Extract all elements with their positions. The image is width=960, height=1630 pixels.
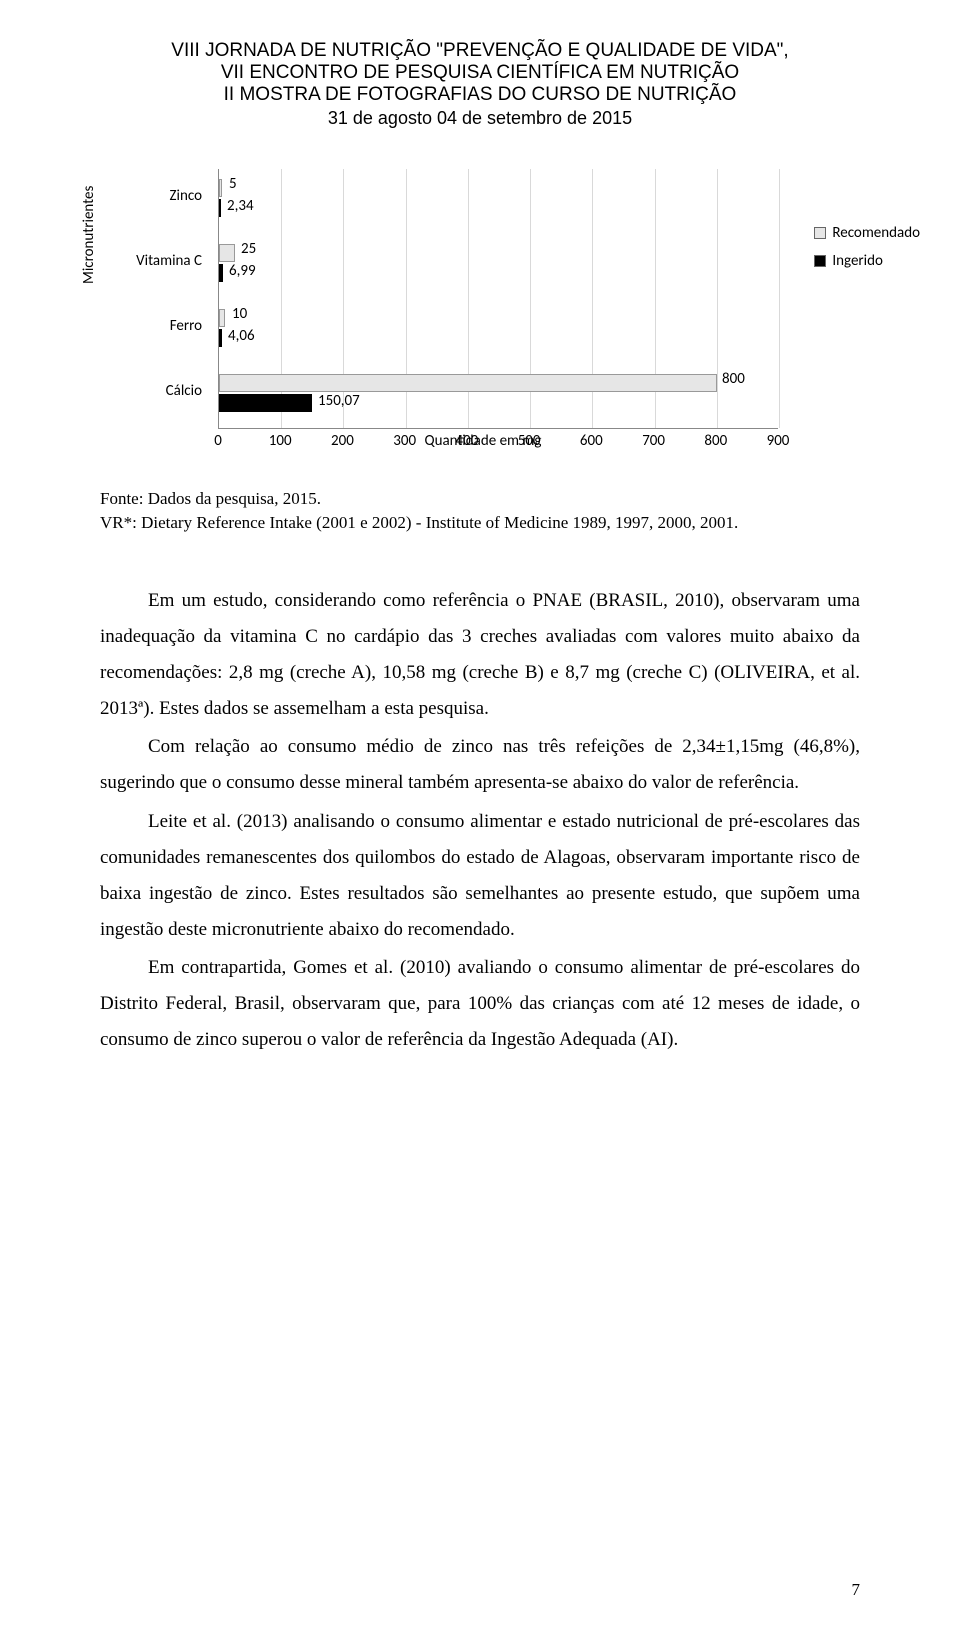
paragraph: Leite et al. (2013) analisando o consumo… [100, 804, 860, 948]
chart-source: Fonte: Dados da pesquisa, 2015. [100, 489, 860, 509]
category-label: Zinco [170, 187, 202, 205]
bar-value-label: 4,06 [228, 327, 255, 345]
bar-recomendado [219, 244, 235, 262]
chart-y-axis-label: Micronutrientes [80, 186, 98, 284]
bar-value-label: 150,07 [318, 392, 360, 410]
page-number: 7 [852, 1580, 861, 1600]
document-header: VIII JORNADA DE NUTRIÇÃO "PREVENÇÃO E QU… [100, 40, 860, 129]
paragraph: Em contrapartida, Gomes et al. (2010) av… [100, 950, 860, 1058]
bar-value-label: 800 [722, 370, 745, 388]
legend-label: Recomendado [832, 224, 920, 242]
chart-legend: Recomendado Ingerido [814, 224, 920, 280]
header-date: 31 de agosto 04 de setembro de 2015 [100, 108, 860, 129]
legend-item-ingerido: Ingerido [814, 252, 920, 270]
category-label: Vitamina C [136, 252, 202, 270]
paragraph: Com relação ao consumo médio de zinco na… [100, 729, 860, 801]
header-line-1: VIII JORNADA DE NUTRIÇÃO "PREVENÇÃO E QU… [100, 40, 860, 62]
bar-value-label: 6,99 [229, 262, 256, 280]
bar-value-label: 2,34 [227, 197, 254, 215]
bar-value-label: 25 [241, 240, 256, 258]
bar-value-label: 10 [232, 305, 247, 323]
bar-ingerido [219, 329, 222, 347]
paragraph: Em um estudo, considerando como referênc… [100, 583, 860, 727]
legend-label: Ingerido [832, 252, 883, 270]
legend-swatch-icon [814, 227, 826, 239]
bar-value-label: 5 [229, 175, 237, 193]
body-text: Em um estudo, considerando como referênc… [100, 583, 860, 1058]
chart-x-axis-label: Quantidade em mg [218, 432, 778, 450]
micronutrients-chart: Micronutrientes Zinco Vitamina C Ferro C… [100, 169, 860, 479]
category-label: Cálcio [166, 382, 202, 400]
gridline [717, 169, 718, 428]
bar-ingerido [219, 199, 221, 217]
legend-item-recomendado: Recomendado [814, 224, 920, 242]
gridline [779, 169, 780, 428]
chart-plot-area: 5 2,34 25 6,99 10 4,06 800 150,07 [218, 169, 778, 429]
bar-ingerido [219, 264, 223, 282]
chart-footnote: VR*: Dietary Reference Intake (2001 e 20… [100, 513, 860, 533]
bar-ingerido [219, 394, 312, 412]
legend-swatch-icon [814, 255, 826, 267]
bar-recomendado [219, 309, 225, 327]
x-axis-label-text: Quantidade em mg [425, 432, 542, 450]
chart-category-labels: Zinco Vitamina C Ferro Cálcio [130, 169, 210, 479]
bar-recomendado [219, 179, 222, 197]
category-label: Ferro [170, 317, 202, 335]
header-line-2: VII ENCONTRO DE PESQUISA CIENTÍFICA EM N… [100, 62, 860, 84]
header-line-3: II MOSTRA DE FOTOGRAFIAS DO CURSO DE NUT… [100, 84, 860, 106]
bar-recomendado [219, 374, 717, 392]
